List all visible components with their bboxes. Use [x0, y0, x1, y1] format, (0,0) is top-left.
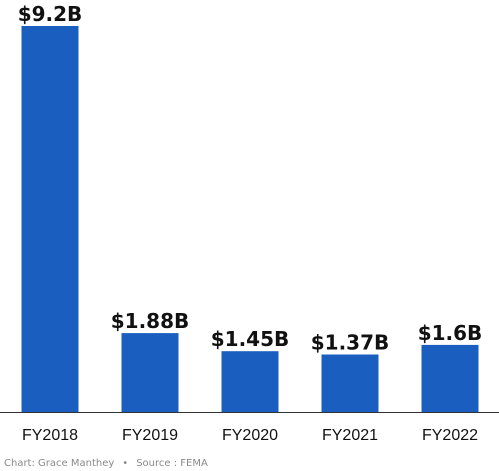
data-label-fy2020: $1.45B	[211, 327, 290, 351]
credit-separator: •	[122, 458, 129, 469]
data-label-fy2021: $1.37B	[311, 331, 390, 355]
x-tick-label-fy2021: FY2021	[322, 427, 378, 444]
x-tick-label-fy2022: FY2022	[422, 427, 478, 444]
data-label-fy2019: $1.88B	[111, 309, 190, 333]
data-label-fy2018: $9.2B	[18, 2, 83, 26]
chart-author: Chart: Grace Manthey	[4, 458, 115, 469]
x-tick-label-fy2020: FY2020	[222, 427, 278, 444]
bar-fy2022	[421, 344, 479, 412]
bar-fy2018	[21, 26, 79, 412]
bar-fy2020	[221, 351, 279, 412]
x-tick-label-fy2019: FY2019	[122, 427, 178, 444]
chart-source: Source : FEMA	[136, 458, 208, 469]
x-tick-label-fy2018: FY2018	[22, 427, 78, 444]
bar-fy2019	[121, 333, 179, 412]
bar-fy2021	[321, 354, 379, 412]
chart-credit: Chart: Grace Manthey • Source : FEMA	[4, 458, 208, 470]
data-label-fy2022: $1.6B	[418, 321, 483, 345]
